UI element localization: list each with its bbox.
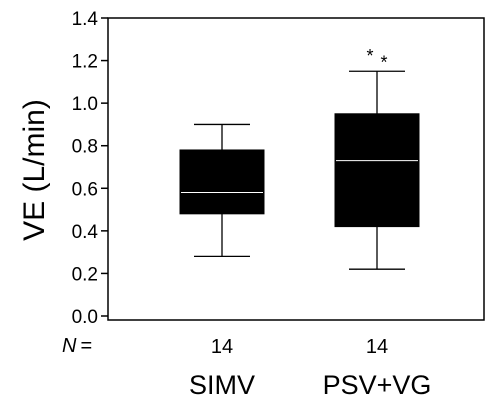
box-simv [179,123,265,258]
outlier-marker: * [380,52,387,72]
iqr-box [179,149,265,215]
n-value: 14 [366,336,388,358]
category-label: PSV+VG [323,370,432,400]
n-label-prefix: N = [62,335,92,357]
n-value: 14 [211,336,233,358]
y-tick-label: 0.6 [72,179,98,200]
category-labels: SIMV PSV+VG [189,370,431,400]
y-axis: 0.0 0.2 0.4 0.6 0.8 1.0 1.2 1.4 [72,9,108,328]
box-series: * * [179,46,420,270]
y-tick-label: 0.2 [72,264,98,285]
iqr-box [334,113,420,228]
y-axis-label: VE (L/min) [18,99,51,241]
y-tick-label: 1.2 [72,52,98,73]
n-labels: 14 14 [211,336,388,358]
box-psv-vg: * * [334,46,420,270]
y-tick-label: 1.0 [72,94,98,115]
outlier-marker: * [366,46,373,66]
y-tick-label: 0.0 [72,307,98,328]
plot-frame [107,17,485,321]
category-label: SIMV [189,370,255,400]
y-tick-label: 0.4 [72,222,99,243]
y-tick-label: 0.8 [72,137,98,158]
y-tick-label: 1.4 [72,9,99,30]
